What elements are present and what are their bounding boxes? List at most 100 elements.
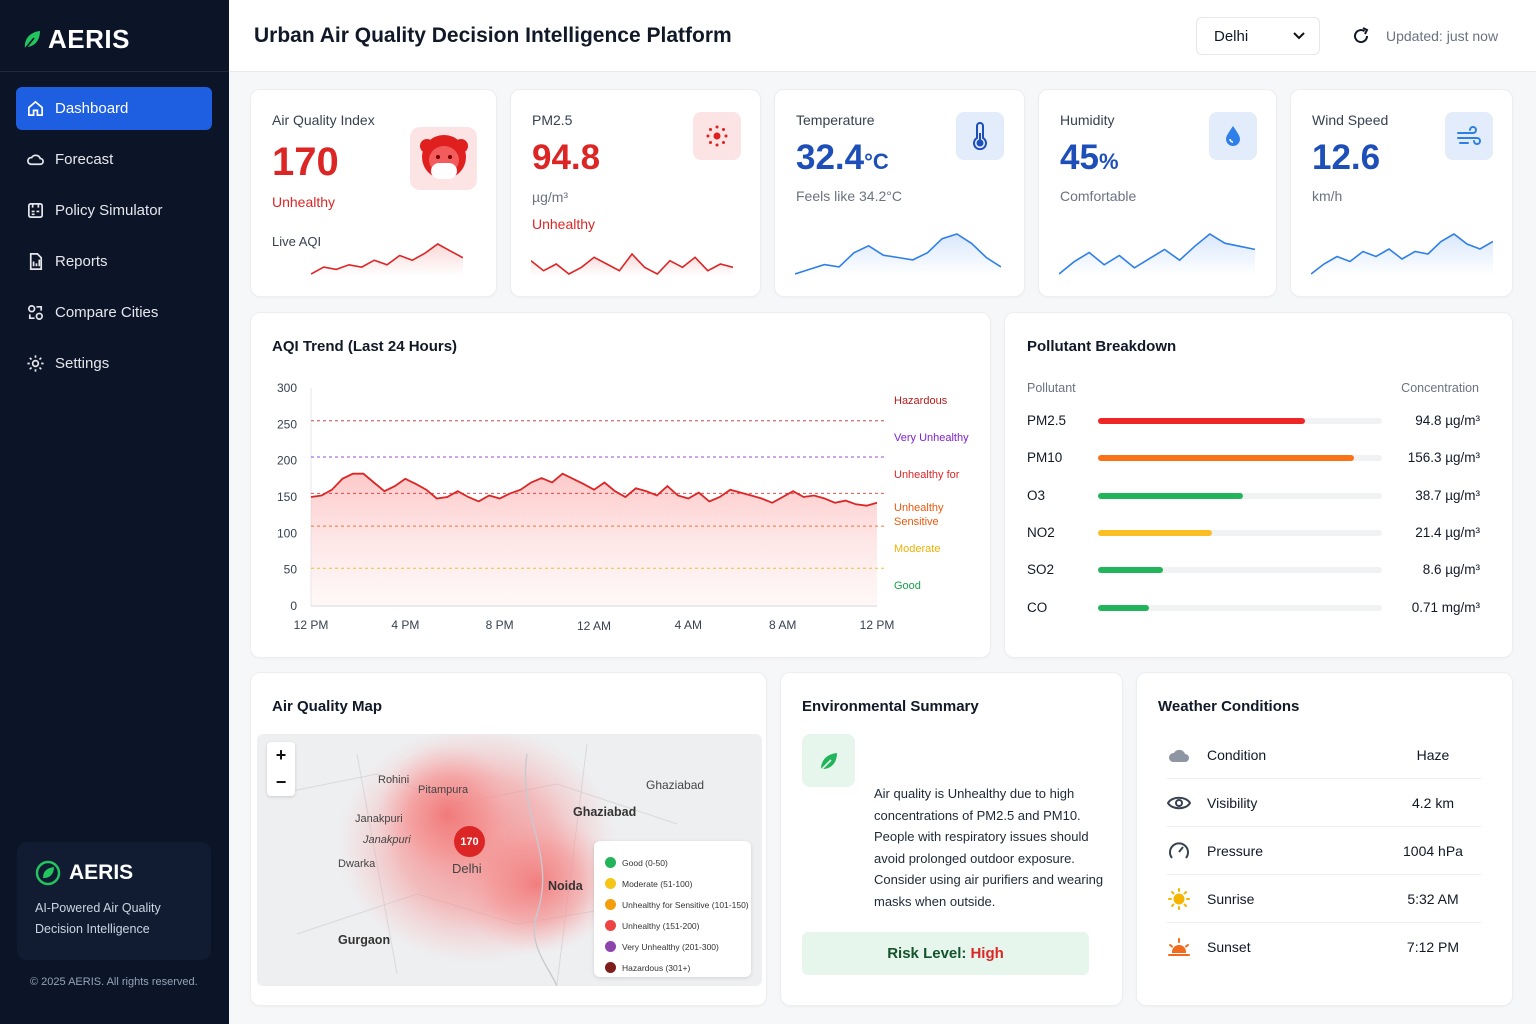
y-tick-label: 300 [277,381,297,395]
wind-unit: km/h [1312,188,1343,204]
pollutant-bar-track [1098,604,1382,611]
mask-face-icon [419,134,468,179]
pollutant-value: 21.4 µg/m³ [1415,524,1480,540]
map-place-label: Pitampura [418,784,469,796]
legend-label: Hazardous (301+) [622,962,691,973]
sidebar-divider [0,71,229,72]
droplet-icon [1226,126,1240,146]
legend-label: Unhealthy (151-200) [622,920,700,931]
pollutant-value: 156.3 µg/m³ [1407,450,1480,466]
pollutant-row[interactable]: PM10 156.3 µg/m³ [1027,448,1480,468]
pollutant-row[interactable]: PM2.5 94.8 µg/m³ [1027,411,1480,431]
pollutant-row[interactable]: CO 0.71 mg/m³ [1027,598,1480,618]
promo-brand: AERIS [35,860,193,886]
sidebar-item-dashboard[interactable]: Dashboard [16,87,212,130]
y-tick-label: 150 [277,490,297,504]
gear-icon [27,355,44,372]
promo-tagline: AI-Powered Air Quality Decision Intellig… [35,898,193,940]
sparkline-line [311,243,463,275]
weather-label: Sunrise [1207,891,1255,907]
copyright: © 2025 AERIS. All rights reserved. [30,976,198,988]
pollutant-row[interactable]: SO2 8.6 µg/m³ [1027,560,1480,580]
sidebar-nav: Dashboard Forecast Policy Simulator Repo… [16,87,212,393]
city-select[interactable]: Delhi [1196,17,1320,55]
summary-title: Environmental Summary [802,698,979,715]
weather-title: Weather Conditions [1158,698,1300,715]
weather-label: Pressure [1207,843,1264,859]
aqi-value: 170 [272,140,339,184]
pollutant-bar [1098,492,1243,499]
pollutant-title: Pollutant Breakdown [1027,338,1177,355]
weather-row-sunset: Sunset 7:12 PM [1167,923,1481,971]
pollutant-bar [1098,529,1212,536]
sparkline-area [795,234,1001,276]
legend-item: Good (0-50) [605,852,751,873]
weather-row-condition: Condition Haze [1167,731,1481,779]
pollutant-bar [1098,567,1164,574]
aqi-trend-chart[interactable]: 0 50 100 150 200 250 300 12 PM 4 PM 8 PM 12 AM 4 AM… [251,368,992,653]
sidebar-item-settings[interactable]: Settings [16,342,212,385]
wind-icon [1457,126,1481,145]
sidebar-item-forecast[interactable]: Forecast [16,138,212,181]
compare-icon [27,304,44,321]
sidebar-item-compare-cities[interactable]: Compare Cities [16,291,212,334]
wind-card[interactable]: Wind Speed 12.6 km/h [1290,89,1513,297]
threshold-label: Good [894,580,921,592]
aqi-sparkline [311,243,463,276]
wind-label: Wind Speed [1312,112,1389,128]
sidebar-item-label: Compare Cities [55,304,159,321]
refresh-icon[interactable] [1351,26,1371,46]
zoom-in-button[interactable]: + [275,745,287,765]
brand[interactable]: AERIS [22,24,130,55]
pollutant-row[interactable]: NO2 21.4 µg/m³ [1027,523,1480,543]
map-canvas [276,734,678,986]
map-place-label: Gurgaon [338,933,391,947]
sparkline-line [531,252,733,275]
chevron-down-icon [1293,32,1305,40]
risk-level-value: High [970,945,1004,962]
sparkline-area [1311,234,1493,276]
threshold-label: Very Unhealthy [894,432,969,444]
pollutant-name: O3 [1027,487,1046,503]
pollutant-name: PM2.5 [1027,413,1067,428]
zoom-out-button[interactable]: − [275,772,287,792]
legend-item: Unhealthy (151-200) [605,915,751,936]
particles-icon [706,125,728,147]
aqi-label: Air Quality Index [272,112,375,128]
temperature-icon-box [956,112,1004,160]
humidity-card[interactable]: Humidity 45% Comfortable [1038,89,1277,297]
brand-name: AERIS [48,24,130,54]
pm25-sparkline [531,252,733,276]
threshold-label: Sensitive [894,516,939,528]
pollutant-row[interactable]: O3 38.7 µg/m³ [1027,486,1480,506]
leaf-logo-icon [24,30,40,50]
legend-label: Unhealthy for Sensitive (101-150) [622,899,749,910]
y-tick-label: 0 [290,599,297,613]
air-quality-map[interactable]: + − Rohini Pitampura Janakpuri Janakpuri… [257,734,762,986]
map-title: Air Quality Map [272,698,383,715]
weather-value: 4.2 km [1411,795,1454,811]
weather-value: Haze [1416,747,1450,763]
summary-icon-box [802,734,855,787]
map-aqi-marker[interactable]: 170 [454,826,485,857]
sidebar-item-reports[interactable]: Reports [16,240,212,283]
cloud-icon [1167,743,1191,767]
promo-tagline-line: Decision Intelligence [35,922,150,936]
weather-value: 5:32 AM [1407,891,1459,907]
humidity-label: Humidity [1060,112,1115,128]
legend-dot [605,962,616,973]
y-tick-label: 50 [284,563,298,577]
aqi-card[interactable]: Air Quality Index 170 Unhealthy Live AQI [250,89,497,297]
threshold-label: Moderate [894,543,940,555]
pollutant-bar [1098,455,1354,462]
pollutant-bar-track [1098,418,1382,424]
aqi-icon-box [410,127,477,190]
weather-label: Sunset [1207,939,1251,955]
sidebar-item-policy-simulator[interactable]: Policy Simulator [16,189,212,232]
pollutant-value: 8.6 µg/m³ [1422,562,1480,578]
threshold-label: Unhealthy for [894,469,960,481]
temperature-card[interactable]: Temperature 32.4°C Feels like 34.2°C [774,89,1025,297]
concentration-column-header: Concentration [1401,381,1479,395]
legend-item: Hazardous (301+) [605,957,751,978]
pm25-card[interactable]: PM2.5 94.8 µg/m³ Unhealthy [510,89,761,297]
